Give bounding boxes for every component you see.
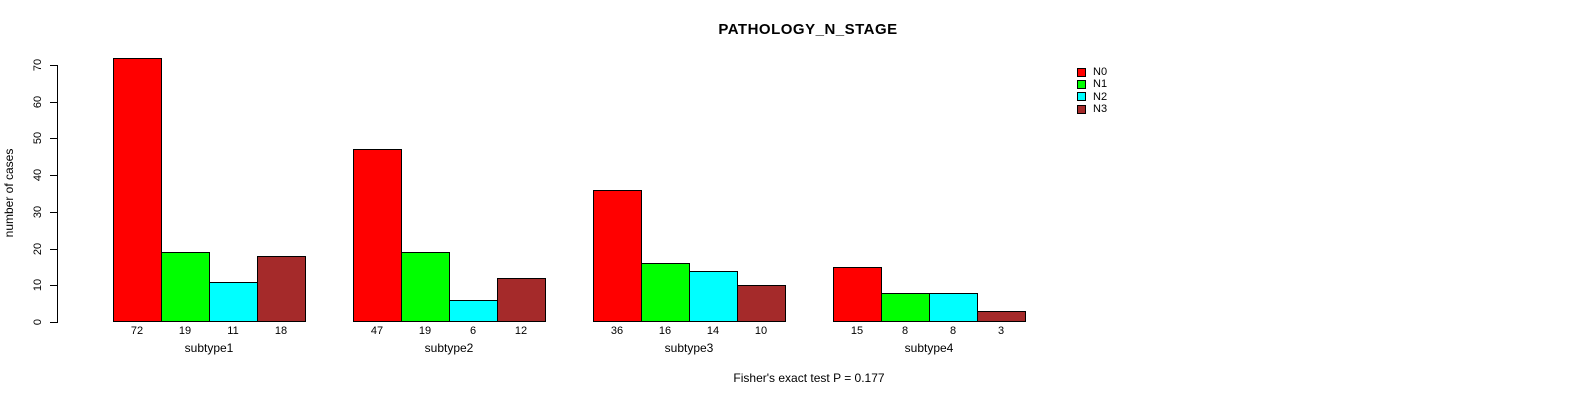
chart-title: PATHOLOGY_N_STAGE [718,21,898,38]
bar-value-label: 72 [130,325,144,337]
bar-subtype4-N3 [977,311,1026,322]
bar-value-label: 16 [658,325,672,337]
bar-value-label: 11 [227,325,239,337]
category-label-subtype4: subtype4 [904,341,954,355]
bar-value-label: 19 [178,325,192,337]
bar-subtype2-N1 [401,252,450,322]
bar-value-label: 15 [850,325,864,337]
y-tick-label: 70 [32,58,44,72]
legend-label: N0 [1093,66,1108,79]
bar-value-label: 8 [949,325,957,337]
bar-subtype3-N0 [593,190,642,322]
bar-subtype3-N3 [737,285,786,322]
y-tick [50,175,57,176]
bar-subtype3-N2 [689,271,738,322]
bar-subtype4-N2 [929,293,978,322]
bar-subtype2-N3 [497,278,546,322]
y-tick-label: 50 [32,131,44,145]
bar-subtype4-N1 [881,293,930,322]
y-tick [50,212,57,213]
bar-value-label: 8 [901,325,909,337]
legend-label: N3 [1093,103,1108,116]
y-tick-label: 0 [32,318,44,326]
legend: N0 N1 N2 N3 [1077,66,1107,115]
legend-swatch-N2 [1077,92,1086,102]
legend-swatch-N0 [1077,67,1086,77]
y-tick [50,322,57,323]
legend-swatch-N1 [1077,79,1086,89]
y-tick [50,249,57,250]
y-tick-label: 10 [32,278,44,292]
y-tick-label: 60 [32,95,44,109]
bar-value-label: 3 [997,325,1005,337]
fisher-test-annotation: Fisher's exact test P = 0.177 [733,371,885,385]
category-label-subtype3: subtype3 [664,341,714,355]
legend-swatch-N3 [1077,104,1086,114]
category-label-subtype1: subtype1 [184,341,234,355]
bar-value-label: 47 [370,325,384,337]
bar-value-label: 6 [469,325,477,337]
y-axis-title: number of cases [2,148,16,238]
bar-value-label: 10 [754,325,768,337]
bar-value-label: 12 [514,325,528,337]
legend-item-N2: N2 [1077,91,1107,103]
bar-value-label: 19 [418,325,432,337]
y-tick [50,285,57,286]
bar-subtype4-N0 [833,267,882,322]
bar-subtype3-N1 [641,263,690,322]
legend-item-N0: N0 [1077,66,1107,78]
bar-subtype2-N2 [449,300,498,322]
bar-subtype1-N0 [113,58,162,322]
legend-label: N2 [1093,90,1108,103]
bar-subtype1-N2 [209,282,258,322]
legend-label: N1 [1093,78,1108,91]
bar-value-label: 18 [274,325,288,337]
bar-value-label: 14 [706,325,720,337]
bar-value-label: 36 [610,325,624,337]
legend-item-N1: N1 [1077,78,1107,90]
y-tick-label: 20 [32,242,44,256]
legend-item-N3: N3 [1077,103,1107,115]
category-label-subtype2: subtype2 [424,341,474,355]
y-tick-label: 30 [32,205,44,219]
y-tick [50,102,57,103]
y-tick [50,65,57,66]
y-tick-label: 40 [32,168,44,182]
bar-subtype1-N1 [161,252,210,322]
y-axis-line [57,65,58,323]
y-tick [50,138,57,139]
bar-subtype1-N3 [257,256,306,322]
bar-subtype2-N0 [353,149,402,322]
